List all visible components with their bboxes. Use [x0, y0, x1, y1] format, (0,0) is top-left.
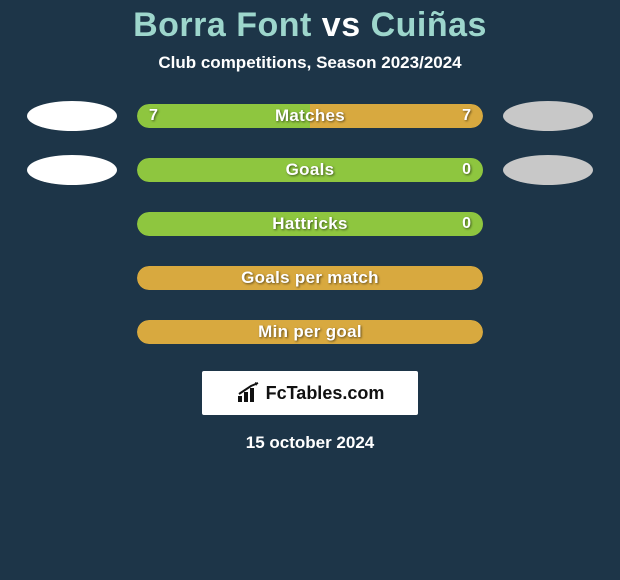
team-badge-right	[503, 155, 593, 185]
stat-label: Matches	[137, 104, 483, 128]
stat-bar: Min per goal	[137, 320, 483, 344]
team-badge-right	[503, 317, 593, 347]
stat-bar: 77Matches	[137, 104, 483, 128]
stat-label: Goals	[137, 158, 483, 182]
title-player1: Borra Font	[133, 6, 312, 44]
comparison-card: Borra Font vs Cuiñas Club competitions, …	[0, 0, 620, 453]
team-badge-right	[503, 263, 593, 293]
stat-label: Min per goal	[137, 320, 483, 344]
subtitle: Club competitions, Season 2023/2024	[0, 53, 620, 101]
stat-row: 0Goals	[0, 155, 620, 185]
team-badge-left	[27, 317, 117, 347]
date-text: 15 october 2024	[0, 433, 620, 453]
stat-row: 0Hattricks	[0, 209, 620, 239]
stat-rows: 77Matches 0Goals 0Hattricks Goals per match…	[0, 101, 620, 347]
team-badge-right	[503, 101, 593, 131]
team-badge-left	[27, 101, 117, 131]
stat-bar: 0Hattricks	[137, 212, 483, 236]
stat-row: Goals per match	[0, 263, 620, 293]
stat-bar: 0Goals	[137, 158, 483, 182]
team-badge-left	[27, 209, 117, 239]
brand-badge: FcTables.com	[202, 371, 418, 415]
title-vs: vs	[322, 6, 361, 44]
page-title: Borra Font vs Cuiñas	[0, 6, 620, 53]
title-player2: Cuiñas	[371, 6, 487, 44]
team-badge-right	[503, 209, 593, 239]
chart-icon	[236, 382, 262, 404]
stat-label: Hattricks	[137, 212, 483, 236]
team-badge-left	[27, 263, 117, 293]
stat-row: 77Matches	[0, 101, 620, 131]
stat-bar: Goals per match	[137, 266, 483, 290]
brand-wrap: FcTables.com	[0, 371, 620, 415]
brand-text: FcTables.com	[266, 383, 385, 404]
stat-row: Min per goal	[0, 317, 620, 347]
team-badge-left	[27, 155, 117, 185]
stat-label: Goals per match	[137, 266, 483, 290]
